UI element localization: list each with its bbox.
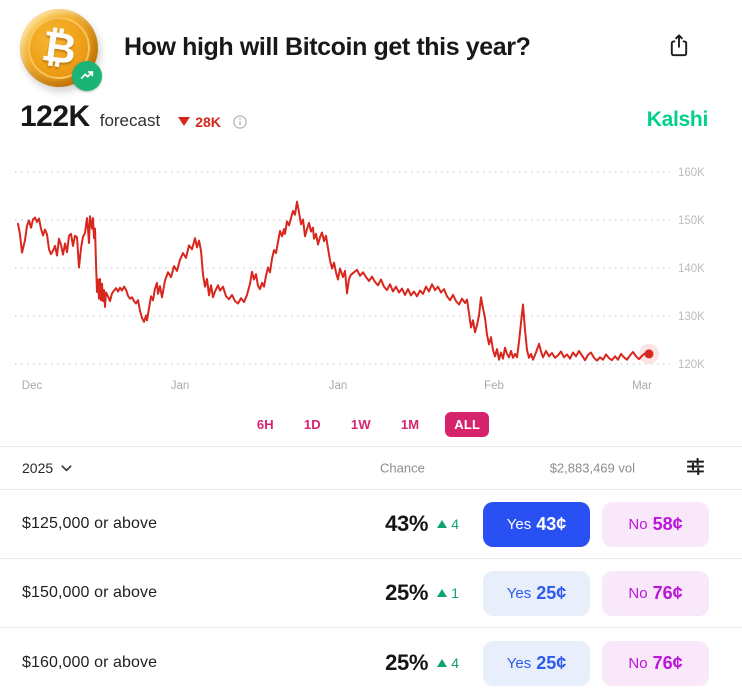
chance-value: 25%: [385, 580, 429, 605]
chevron-down-icon: [61, 464, 72, 471]
header: ₿ How high will Bitcoin get this year?: [0, 0, 742, 94]
share-icon: [670, 34, 688, 57]
y-axis-label: 160K: [678, 167, 705, 179]
year-label: 2025: [22, 460, 54, 476]
chance-cell: 43% 4: [347, 511, 459, 537]
market-row-160k: $160,000 or above 25% 4 Yes 25¢ No 76¢: [0, 628, 742, 698]
volume-label: $2,883,469 vol: [549, 460, 635, 476]
tune-sliders-icon: [687, 458, 704, 475]
yes-label: Yes: [506, 654, 532, 672]
yes-price: 25¢: [536, 652, 567, 673]
x-axis-label: Jan: [329, 380, 348, 392]
year-dropdown[interactable]: 2025: [22, 460, 72, 476]
no-label: No: [628, 515, 648, 533]
y-axis-label: 140K: [678, 263, 705, 275]
x-axis-label: Dec: [22, 380, 43, 392]
triangle-up-icon: [437, 659, 448, 667]
chance-cell: 25% 4: [347, 650, 459, 676]
triangle-up-icon: [437, 520, 448, 528]
triangle-down-icon: [178, 117, 191, 126]
chance-column-header: Chance: [380, 460, 425, 476]
y-axis-label: 130K: [678, 311, 705, 323]
no-price: 58¢: [652, 513, 683, 534]
yes-button-125k[interactable]: Yes 43¢: [483, 501, 590, 547]
range-6h-button[interactable]: 6H: [253, 412, 278, 437]
trending-up-icon: [80, 71, 94, 79]
chance-delta: 4: [437, 516, 459, 532]
price-line: [17, 200, 650, 362]
price-chart[interactable]: 160K 150K 140K 130K 120K Dec Jan Jan Feb Mar: [0, 148, 742, 398]
yes-button-150k[interactable]: Yes 25¢: [483, 570, 590, 616]
chance-cell: 25% 1: [347, 580, 459, 606]
bitcoin-symbol: ₿: [38, 21, 80, 74]
x-axis-label: Jan: [171, 380, 190, 392]
no-button-150k[interactable]: No 76¢: [602, 570, 709, 616]
y-axis-label: 120K: [678, 359, 705, 371]
chance-delta-value: 1: [451, 585, 459, 601]
yes-price: 25¢: [536, 582, 567, 603]
kalshi-logo: Kalshi: [646, 108, 709, 131]
y-axis-label: 150K: [678, 215, 705, 227]
no-button-125k[interactable]: No 58¢: [602, 501, 709, 547]
share-button[interactable]: [666, 31, 692, 63]
chance-value: 43%: [385, 511, 429, 536]
no-label: No: [628, 654, 648, 672]
no-label: No: [628, 584, 648, 602]
forecast-row: 122K forecast 28K Kalshi: [0, 94, 742, 148]
x-axis-label: Feb: [484, 380, 504, 392]
market-row-150k: $150,000 or above 25% 1 Yes 25¢ No 76¢: [0, 559, 742, 628]
filter-button[interactable]: [683, 454, 708, 482]
range-1d-button[interactable]: 1D: [300, 412, 325, 437]
forecast-label: forecast: [99, 111, 161, 130]
yes-label: Yes: [506, 515, 532, 533]
range-1w-button[interactable]: 1W: [347, 412, 375, 437]
forecast-delta: 28K: [178, 114, 221, 130]
chance-delta: 4: [437, 655, 459, 671]
trending-up-badge: [72, 61, 102, 91]
no-button-160k[interactable]: No 76¢: [602, 640, 709, 686]
yes-label: Yes: [506, 584, 532, 602]
forecast-delta-value: 28K: [195, 113, 221, 130]
chance-delta: 1: [437, 585, 459, 601]
bitcoin-coin-icon: ₿: [16, 5, 102, 91]
page-title: How high will Bitcoin get this year?: [124, 32, 531, 61]
info-icon[interactable]: [233, 114, 247, 134]
chance-delta-value: 4: [451, 516, 459, 532]
forecast-value: 122K: [20, 100, 90, 133]
strike-label: $150,000 or above: [22, 584, 158, 601]
triangle-up-icon: [437, 589, 448, 597]
table-header: 2025 Chance $2,883,469 vol: [0, 446, 742, 490]
yes-price: 43¢: [536, 513, 567, 534]
no-price: 76¢: [652, 652, 683, 673]
x-axis-label: Mar: [632, 380, 652, 392]
no-price: 76¢: [652, 582, 683, 603]
strike-label: $160,000 or above: [22, 654, 158, 671]
end-dot: [644, 349, 654, 359]
range-all-button[interactable]: ALL: [445, 411, 490, 437]
strike-label: $125,000 or above: [22, 515, 158, 532]
yes-button-160k[interactable]: Yes 25¢: [483, 640, 590, 686]
range-1m-button[interactable]: 1M: [397, 412, 423, 437]
market-row-125k: $125,000 or above 43% 4 Yes 43¢ No 58¢: [0, 490, 742, 559]
time-range-selector: 6H 1D 1W 1M ALL: [0, 398, 742, 446]
price-chart-svg: 160K 150K 140K 130K 120K Dec Jan Jan Feb Mar: [15, 167, 705, 392]
chance-delta-value: 4: [451, 655, 459, 671]
chance-value: 25%: [385, 650, 429, 675]
